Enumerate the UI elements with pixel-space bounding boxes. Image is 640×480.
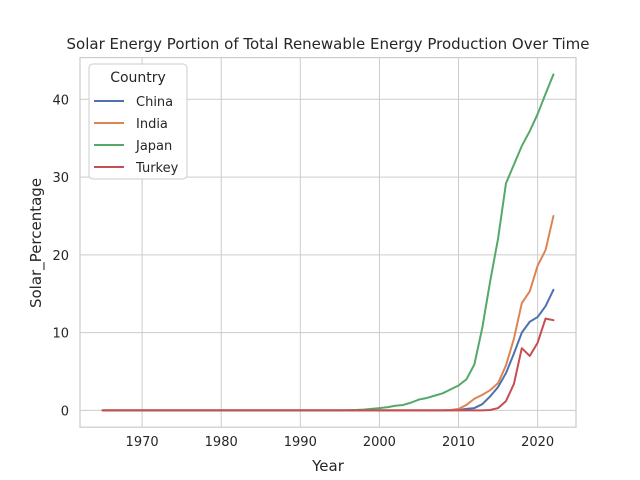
y-tick-label: 10 xyxy=(52,327,69,342)
x-tick-label: 2020 xyxy=(521,435,554,450)
series-line-india xyxy=(101,214,555,412)
x-axis-ticks: 1970 1980 1990 2000 2010 2020 xyxy=(126,435,555,450)
legend-items: China India Japan Turkey xyxy=(94,95,179,176)
legend-box xyxy=(88,63,188,180)
legend-title: Country xyxy=(110,70,166,86)
x-tick-label: 2010 xyxy=(442,435,475,450)
y-tick-label: 30 xyxy=(52,171,69,186)
x-axis-label: Year xyxy=(311,457,345,475)
legend: Country China India Japan Turkey xyxy=(88,63,188,180)
series-lines xyxy=(101,73,555,412)
x-tick-label: 2000 xyxy=(363,435,396,450)
legend-label-china: China xyxy=(136,95,173,110)
legend-label-japan: Japan xyxy=(135,139,172,154)
x-tick-label: 1980 xyxy=(205,435,238,450)
y-tick-label: 0 xyxy=(61,404,69,419)
chart-title: Solar Energy Portion of Total Renewable … xyxy=(67,35,590,53)
x-tick-label: 1970 xyxy=(126,435,159,450)
y-axis-ticks: 0 10 20 30 40 xyxy=(52,93,69,419)
plot-area xyxy=(79,56,577,428)
y-axis-label: Solar_Percentage xyxy=(27,178,46,308)
legend-label-india: India xyxy=(136,117,168,132)
legend-label-turkey: Turkey xyxy=(135,161,179,176)
y-tick-label: 40 xyxy=(52,93,69,108)
series-line-turkey xyxy=(101,317,555,412)
x-tick-label: 1990 xyxy=(284,435,317,450)
y-tick-label: 20 xyxy=(52,249,69,264)
